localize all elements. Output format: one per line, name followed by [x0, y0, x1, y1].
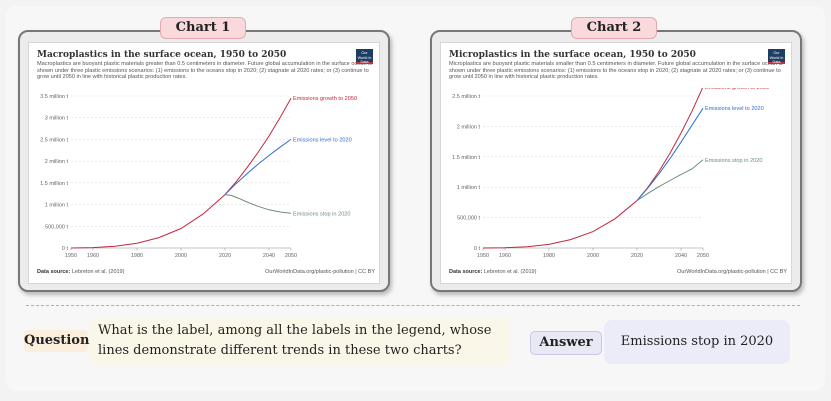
answer-label: Answer [530, 331, 602, 355]
y-tick-label: 1 million t [45, 203, 69, 209]
y-tick-label: 2 million t [457, 124, 481, 130]
x-tick-label: 1950 [477, 253, 489, 258]
legend-label-emissions-stop-in-2020: Emissions stop in 2020 [293, 211, 351, 217]
x-tick-label: 2020 [219, 253, 231, 258]
divider [26, 305, 800, 306]
series-line-emissions-stop-in-2020 [636, 159, 704, 202]
chart-2-panel: Microplastics in the surface ocean, 1950… [430, 30, 802, 292]
legend-label-emissions-stop-in-2020: Emissions stop in 2020 [705, 158, 763, 164]
y-tick-label: 0 t [474, 246, 481, 252]
chart-title: Macroplastics in the surface ocean, 1950… [37, 50, 287, 60]
chart-2-tab: Chart 2 [571, 17, 657, 39]
x-tick-label: 2000 [587, 253, 599, 258]
chart-subtitle: Macroplastics are buoyant plastic materi… [37, 61, 373, 81]
series-line-emissions-growth-to-2050 [482, 88, 704, 249]
x-tick-label: 1960 [499, 253, 511, 258]
y-tick-label: 3 million t [45, 116, 69, 122]
x-tick-label: 2040 [263, 253, 275, 258]
chart-1-panel: Macroplastics in the surface ocean, 1950… [18, 30, 390, 292]
chart-1-plot: 0 t 500,000 t 1 million t 1.5 million t 2 mi… [40, 94, 357, 258]
chart-2-plot: 0 t 500,000 t 1 million t 1.5 million t 2 mi… [452, 88, 769, 258]
owid-logo: Our World in Data [768, 49, 785, 65]
legend-label-emissions-growth-to-2050: Emissions growth to 2050 [705, 88, 769, 91]
y-tick-label: 2.5 million t [40, 137, 68, 143]
y-tick-label: 2.5 million t [452, 94, 480, 100]
owid-logo: Our World in Data [356, 49, 373, 65]
x-tick-label: 2040 [675, 253, 687, 258]
chart-2-card: Microplastics in the surface ocean, 1950… [440, 42, 792, 284]
answer-text: Emissions stop in 2020 [604, 320, 790, 364]
legend-label-emissions-level-to-2020: Emissions level to 2020 [705, 106, 764, 112]
chart-title: Microplastics in the surface ocean, 1950… [449, 50, 696, 60]
data-source: Data source: Lebreton et al. (2019) [37, 269, 125, 275]
series-line-emissions-level-to-2020 [636, 107, 704, 201]
y-tick-label: 500,000 t [45, 224, 68, 230]
legend-label-emissions-growth-to-2050: Emissions growth to 2050 [293, 96, 357, 102]
y-tick-label: 2 million t [45, 159, 69, 165]
data-source: Data source: Lebreton et al. (2019) [449, 269, 537, 275]
y-tick-label: 1.5 million t [40, 181, 68, 187]
x-tick-label: 1980 [543, 253, 555, 258]
y-tick-label: 1.5 million t [452, 155, 480, 161]
source-url: OurWorldInData.org/plastic-pollution | C… [265, 269, 375, 275]
chart-subtitle: Microplastics are buoyant plastic materi… [449, 61, 783, 81]
series-line-emissions-growth-to-2050 [70, 97, 292, 249]
y-tick-label: 0 t [62, 246, 69, 252]
chart-1-card: Macroplastics in the surface ocean, 1950… [28, 42, 380, 284]
question-label: Question [24, 330, 89, 352]
x-tick-label: 2000 [175, 253, 187, 258]
legend-label-emissions-level-to-2020: Emissions level to 2020 [293, 137, 352, 143]
x-tick-label: 1980 [131, 253, 143, 258]
x-tick-label: 1960 [87, 253, 99, 258]
x-tick-label: 2020 [631, 253, 643, 258]
y-tick-label: 1 million t [457, 185, 481, 191]
x-tick-label: 2050 [285, 253, 297, 258]
series-line-emissions-stop-in-2020 [224, 194, 292, 214]
y-tick-label: 3.5 million t [40, 94, 68, 100]
series-line-emissions-level-to-2020 [224, 138, 292, 195]
source-url: OurWorldInData.org/plastic-pollution | C… [677, 269, 787, 275]
y-tick-label: 500,000 t [457, 216, 480, 222]
x-tick-label: 2050 [697, 253, 709, 258]
chart-1-tab: Chart 1 [160, 17, 246, 39]
question-text: What is the label, among all the labels … [90, 318, 510, 366]
x-tick-label: 1950 [65, 253, 77, 258]
